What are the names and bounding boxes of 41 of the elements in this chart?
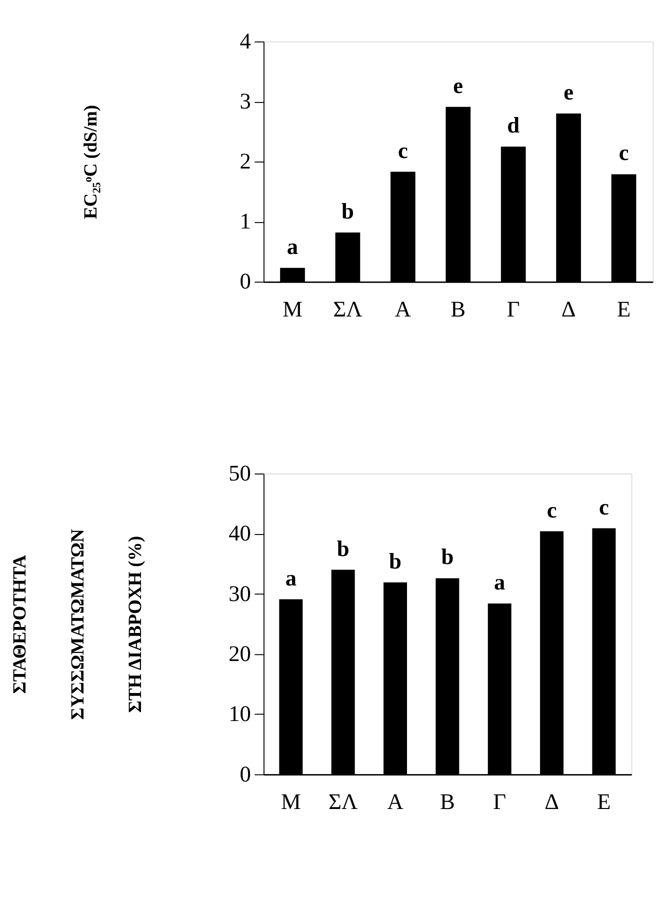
annotation: c [546, 497, 557, 522]
text: ΣΤΑΘΕΡΟΤΗΤΑ ΣΥΣΣΩΜΑΤΩΜΑΤΩΝ ΣΤΗ ΔΙΑΒΡΟΧΗ (%) [10, 529, 146, 720]
y-tick-label: 3 [240, 88, 251, 114]
y-tick-label: 40 [228, 520, 251, 546]
annotation: b [389, 548, 402, 574]
annotation: a [494, 569, 506, 594]
x-tick-label: Μ [282, 296, 303, 322]
annotation: a [285, 565, 296, 590]
x-tick-label: ΣΛ [328, 789, 358, 814]
x-tick-label: Γ [493, 789, 506, 814]
annotation: b [342, 198, 354, 224]
annotation: e [453, 72, 464, 98]
x-tick-label: Γ [506, 296, 520, 322]
x-tick-label: ΣΛ [333, 296, 362, 322]
x-tick-label: Α [394, 296, 411, 322]
y-tick-label: 50 [228, 460, 251, 486]
annotation: d [507, 112, 520, 138]
y-tick-label: 2 [240, 148, 251, 174]
annotation: a [286, 234, 298, 259]
annotation: c [398, 138, 408, 163]
y-tick-label: 0 [240, 268, 251, 294]
y-tick-label: 0 [240, 761, 251, 786]
x-tick-label: Β [450, 296, 466, 322]
y-axis-title: EC₂₅ᵒC (dS/m) [80, 104, 102, 220]
x-tick-label: Δ [544, 789, 559, 814]
annotation: e [564, 80, 574, 105]
annotation: b [441, 544, 454, 570]
x-tick-label: Δ [561, 296, 576, 322]
x-tick-label: Μ [280, 789, 301, 814]
x-tick-label: Α [387, 789, 404, 814]
x-tick-label: Β [440, 789, 455, 814]
y-tick-label: 4 [240, 28, 251, 54]
y-tick-label: 30 [228, 580, 251, 606]
annotation: b [336, 536, 350, 561]
y-tick-label: 1 [240, 208, 251, 234]
annotation: c [618, 140, 629, 166]
y-tick-label: 20 [228, 640, 251, 666]
annotation: c [598, 494, 609, 520]
x-tick-label: Ε [597, 789, 611, 814]
x-tick-label: Ε [616, 296, 631, 322]
y-tick-label: 10 [228, 701, 251, 726]
